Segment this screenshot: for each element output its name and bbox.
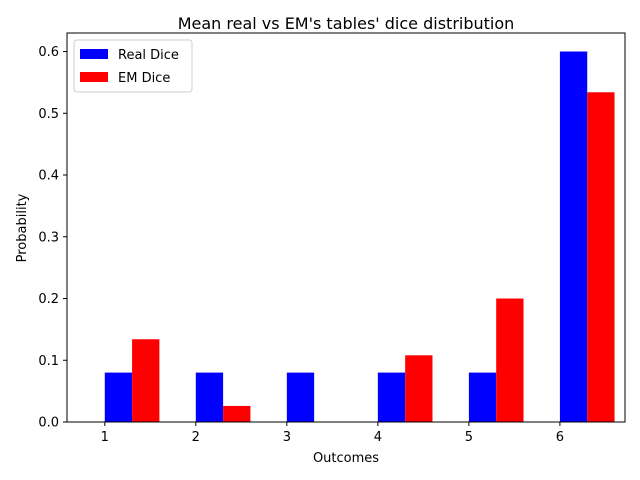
x-axis: 1 2 3 4 5 6 <box>101 422 564 445</box>
bar-em-6 <box>587 92 615 422</box>
bars-group <box>104 51 615 423</box>
legend-swatch <box>80 49 108 59</box>
bar-em-2 <box>223 405 251 422</box>
legend-label: Real Dice <box>118 48 179 63</box>
legend-label: EM Dice <box>118 71 170 86</box>
y-tick-label: 0.6 <box>38 45 59 60</box>
y-tick-label: 0.1 <box>38 354 59 369</box>
x-tick-label: 2 <box>192 430 200 445</box>
y-axis: 0.0 0.1 0.2 0.3 0.4 0.5 0.6 <box>38 45 67 431</box>
x-tick-label: 1 <box>101 430 109 445</box>
bar-real-6 <box>559 51 588 423</box>
y-tick-label: 0.4 <box>38 169 59 184</box>
chart-title: Mean real vs EM's tables' dice distribut… <box>178 14 515 33</box>
y-tick-label: 0.2 <box>38 292 59 307</box>
plot-frame <box>66 32 626 423</box>
x-tick-label: 6 <box>556 430 564 445</box>
y-axis-label: Probability <box>15 193 30 262</box>
bar-real-3 <box>286 372 315 422</box>
y-tick-label: 0.0 <box>38 416 59 431</box>
y-tick-label: 0.5 <box>38 107 59 122</box>
bar-real-5 <box>468 372 497 422</box>
bar-real-2 <box>195 372 224 422</box>
bar-real-1 <box>104 372 133 422</box>
bar-em-5 <box>496 298 524 422</box>
legend: Real Dice EM Dice <box>73 39 193 93</box>
bar-real-4 <box>377 372 406 422</box>
x-tick-label: 3 <box>283 430 291 445</box>
x-tick-label: 5 <box>465 430 473 445</box>
bar-em-1 <box>132 339 160 422</box>
x-tick-label: 4 <box>374 430 382 445</box>
y-tick-label: 0.3 <box>38 230 59 245</box>
bar-em-4 <box>405 355 433 422</box>
x-axis-label: Outcomes <box>313 451 379 466</box>
legend-swatch <box>80 72 108 82</box>
